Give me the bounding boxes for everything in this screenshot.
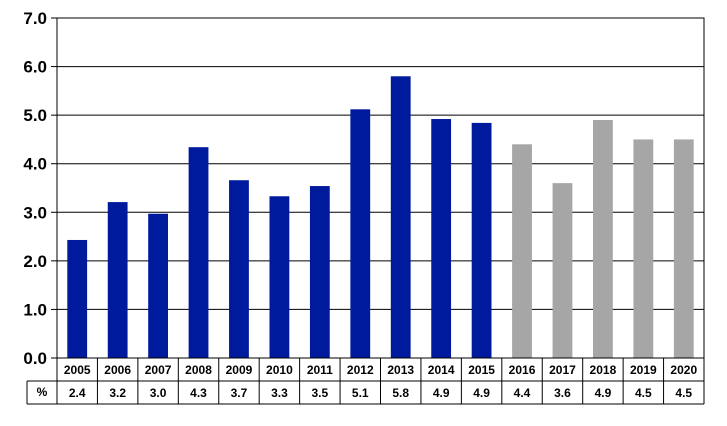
x-tick-label: 2014 (428, 363, 455, 377)
data-label: 2.4 (69, 386, 86, 400)
data-label: 5.8 (392, 386, 409, 400)
y-tick-label: 2.0 (23, 252, 47, 271)
data-label: 3.0 (150, 386, 167, 400)
y-axis: 0.0 1.0 2.0 3.0 4.0 5.0 6.0 7.0 (23, 9, 57, 368)
y-tick-label: 7.0 (23, 9, 47, 28)
bar-2005 (67, 239, 88, 358)
data-label: 5.1 (352, 386, 369, 400)
x-tick-label: 2013 (387, 363, 414, 377)
x-tick-label: 2005 (64, 363, 91, 377)
bar-2012 (350, 109, 371, 358)
y-tick-label: 6.0 (23, 58, 47, 77)
x-tick-label: 2007 (145, 363, 172, 377)
x-tick-label: 2020 (670, 363, 697, 377)
x-tick-label: 2006 (104, 363, 131, 377)
bar-2018 (593, 120, 613, 358)
bar-2020 (673, 139, 694, 358)
data-table: % 2005 2.4 2006 3.2 2007 3.0 2008 4.3 2009 3.7 201… (26, 358, 705, 405)
data-label: 4.9 (433, 386, 450, 400)
bar-2011 (309, 186, 330, 358)
bar-2015 (471, 122, 492, 358)
bar-2013 (390, 76, 411, 358)
bar-2006 (107, 202, 128, 358)
x-tick-label: 2009 (226, 363, 253, 377)
y-tick-label: 5.0 (23, 106, 47, 125)
x-tick-label: 2011 (307, 363, 333, 377)
x-tick-label: 2012 (347, 363, 374, 377)
x-tick-label: 2018 (590, 363, 617, 377)
data-label: 4.9 (473, 386, 490, 400)
table-row-label: % (37, 385, 48, 399)
bar-2007 (148, 213, 168, 358)
bar-2014 (431, 119, 452, 358)
bars (67, 76, 694, 358)
data-label: 3.3 (271, 386, 288, 400)
y-tick-label: 0.0 (23, 349, 47, 368)
y-tick-label: 1.0 (23, 300, 47, 319)
data-label: 3.6 (554, 386, 571, 400)
bar-2019 (633, 139, 654, 358)
x-tick-label: 2010 (266, 363, 293, 377)
x-tick-label: 2016 (509, 363, 536, 377)
bar-2010 (269, 196, 290, 358)
y-tick-label: 4.0 (23, 155, 47, 174)
data-label: 4.5 (635, 386, 652, 400)
data-label: 3.2 (109, 386, 126, 400)
bar-2016 (512, 144, 532, 358)
data-label: 3.5 (311, 386, 328, 400)
y-tick-label: 3.0 (23, 203, 47, 222)
data-label: 4.5 (675, 386, 692, 400)
x-tick-label: 2019 (630, 363, 657, 377)
bar-2008 (188, 147, 209, 358)
bar-2009 (229, 180, 249, 358)
x-tick-label: 2015 (468, 363, 495, 377)
bar-2017 (552, 183, 573, 358)
data-label: 4.4 (514, 386, 531, 400)
plot-area (56, 17, 705, 359)
data-label: 4.9 (595, 386, 612, 400)
data-label: 4.3 (190, 386, 207, 400)
x-tick-label: 2017 (549, 363, 576, 377)
data-label: 3.7 (231, 386, 248, 400)
x-tick-label: 2008 (185, 363, 212, 377)
